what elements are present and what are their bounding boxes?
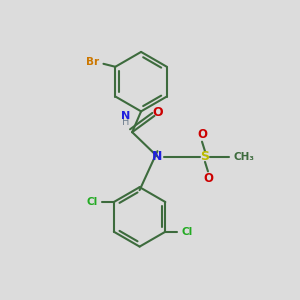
Text: H: H xyxy=(122,117,129,127)
Text: Cl: Cl xyxy=(182,227,193,237)
Text: Cl: Cl xyxy=(86,197,98,207)
Text: N: N xyxy=(152,150,163,163)
Text: O: O xyxy=(203,172,213,185)
Text: N: N xyxy=(122,111,131,122)
Text: Br: Br xyxy=(86,57,99,67)
Text: O: O xyxy=(152,106,163,119)
Text: CH₃: CH₃ xyxy=(234,152,255,161)
Text: O: O xyxy=(197,128,207,141)
Text: S: S xyxy=(200,150,209,163)
